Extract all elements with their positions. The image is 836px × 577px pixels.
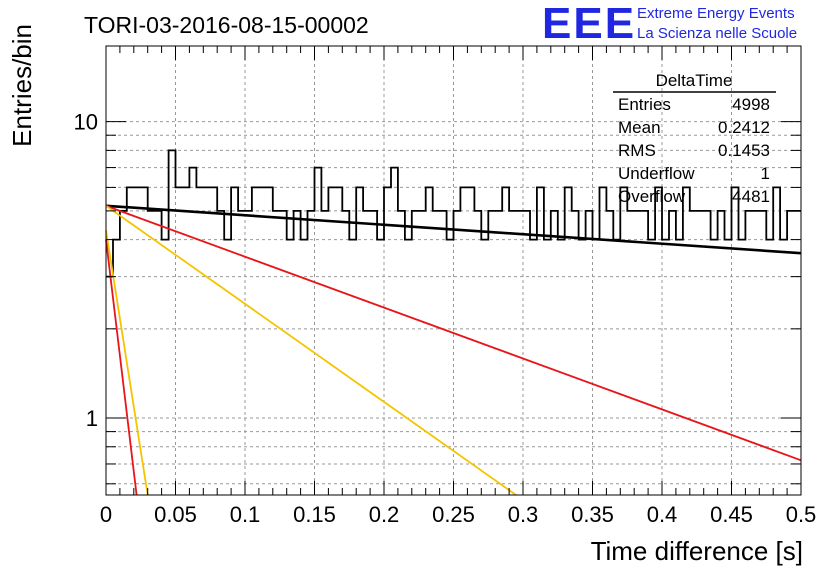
fit-line-red-4 xyxy=(105,239,138,496)
x-tick-label: 0.05 xyxy=(154,502,197,527)
stats-row-label: Entries xyxy=(618,95,671,114)
fit-line-black-0 xyxy=(105,204,802,255)
stats-box-title: DeltaTime xyxy=(656,71,733,90)
stats-row-value: 4481 xyxy=(732,187,770,206)
logo-line-2: La Scienza nelle Scuole xyxy=(637,25,797,42)
x-tick-label: 0.1 xyxy=(230,502,261,527)
logo-mark: EEE xyxy=(542,0,636,48)
eee-logo: EEE Extreme Energy Events La Scienza nel… xyxy=(542,0,797,48)
stats-row-value: 1 xyxy=(761,164,770,183)
fit-line-yellow-2 xyxy=(105,205,517,496)
x-tick-label: 0 xyxy=(100,502,112,527)
stats-row-label: Underflow xyxy=(618,164,695,183)
stats-box: DeltaTime Entries 4998 Mean 0.2412 RMS 0.1453… xyxy=(613,71,776,206)
stats-row-label: Overflow xyxy=(618,187,686,206)
x-tick-label: 0.3 xyxy=(508,502,539,527)
stats-row-value: 4998 xyxy=(732,95,770,114)
fit-line-yellow-3 xyxy=(105,230,149,496)
stats-row-value: 0.2412 xyxy=(718,118,770,137)
stats-row-label: RMS xyxy=(618,141,656,160)
x-tick-label: 0.2 xyxy=(369,502,400,527)
histogram-series xyxy=(106,149,801,278)
y-tick-label: 10 xyxy=(74,110,98,135)
grid xyxy=(106,46,801,495)
x-tick-label: 0.4 xyxy=(647,502,678,527)
stats-row-value: 0.1453 xyxy=(718,141,770,160)
chart-title: TORI-03-2016-08-15-00002 xyxy=(84,12,369,38)
logo-line-1: Extreme Energy Events xyxy=(637,5,795,22)
x-tick-label: 0.15 xyxy=(293,502,336,527)
x-axis-label: Time difference [s] xyxy=(591,536,803,566)
stats-rows: Entries 4998 Mean 0.2412 RMS 0.1453 Underflow 1… xyxy=(618,95,770,206)
x-tick-label: 0.5 xyxy=(786,502,817,527)
y-tick-label: 1 xyxy=(86,406,98,431)
axis-ticks: 0 0.05 0.1 0.15 0.2 0.25 0.3 0.35 0.4 0.45 0.5 1 10 xyxy=(74,46,817,527)
x-tick-label: 0.35 xyxy=(571,502,614,527)
x-tick-label: 0.45 xyxy=(710,502,753,527)
histogram-outline xyxy=(106,149,801,278)
fit-lines xyxy=(105,204,802,496)
fit-line-red-1 xyxy=(105,204,802,462)
stats-row-label: Mean xyxy=(618,118,661,137)
x-tick-label: 0.25 xyxy=(432,502,475,527)
y-axis-label: Entries/bin xyxy=(7,24,37,147)
